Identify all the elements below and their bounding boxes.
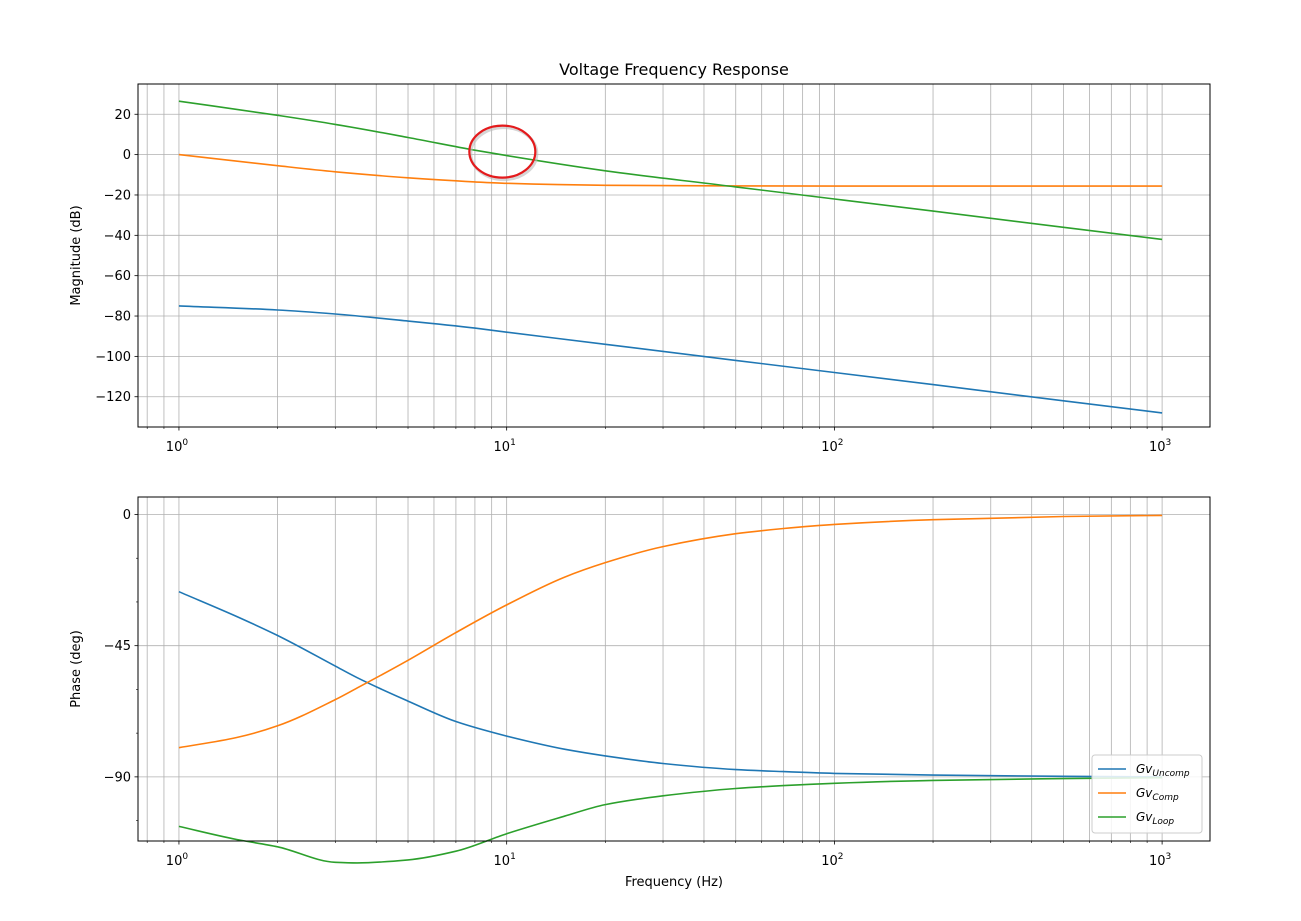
y-tick-label: −60 (104, 269, 131, 284)
phase-plot-frame (137, 496, 1211, 842)
phase-x-axis-label: Frequency (Hz) (625, 875, 723, 890)
legend-box (1091, 754, 1203, 834)
y-tick-label: 20 (114, 108, 131, 123)
y-tick-label: −45 (104, 639, 131, 654)
y-tick-label: −80 (104, 310, 131, 325)
phase-y-axis-label: Phase (deg) (69, 630, 84, 708)
annotation-circle (468, 124, 537, 179)
series-line-1 (178, 153, 1163, 187)
series-line-2 (178, 776, 1163, 864)
y-tick-label: 0 (123, 508, 131, 523)
y-tick-label: −100 (95, 350, 131, 365)
series-line-2 (178, 100, 1163, 241)
magnitude-y-axis-label: Magnitude (dB) (69, 205, 84, 305)
y-tick-label: 0 (123, 148, 131, 163)
series-line-0 (178, 305, 1163, 414)
y-tick-label: −90 (104, 770, 131, 785)
y-tick-label: −120 (95, 390, 131, 405)
magnitude-plot-title: Voltage Frequency Response (559, 60, 789, 79)
magnitude-plot-frame (137, 83, 1211, 428)
annotation-circle-shadow (469, 126, 539, 182)
series-line-0 (178, 590, 1163, 778)
y-tick-label: −40 (104, 229, 131, 244)
y-tick-label: −20 (104, 188, 131, 203)
series-line-1 (178, 514, 1163, 749)
